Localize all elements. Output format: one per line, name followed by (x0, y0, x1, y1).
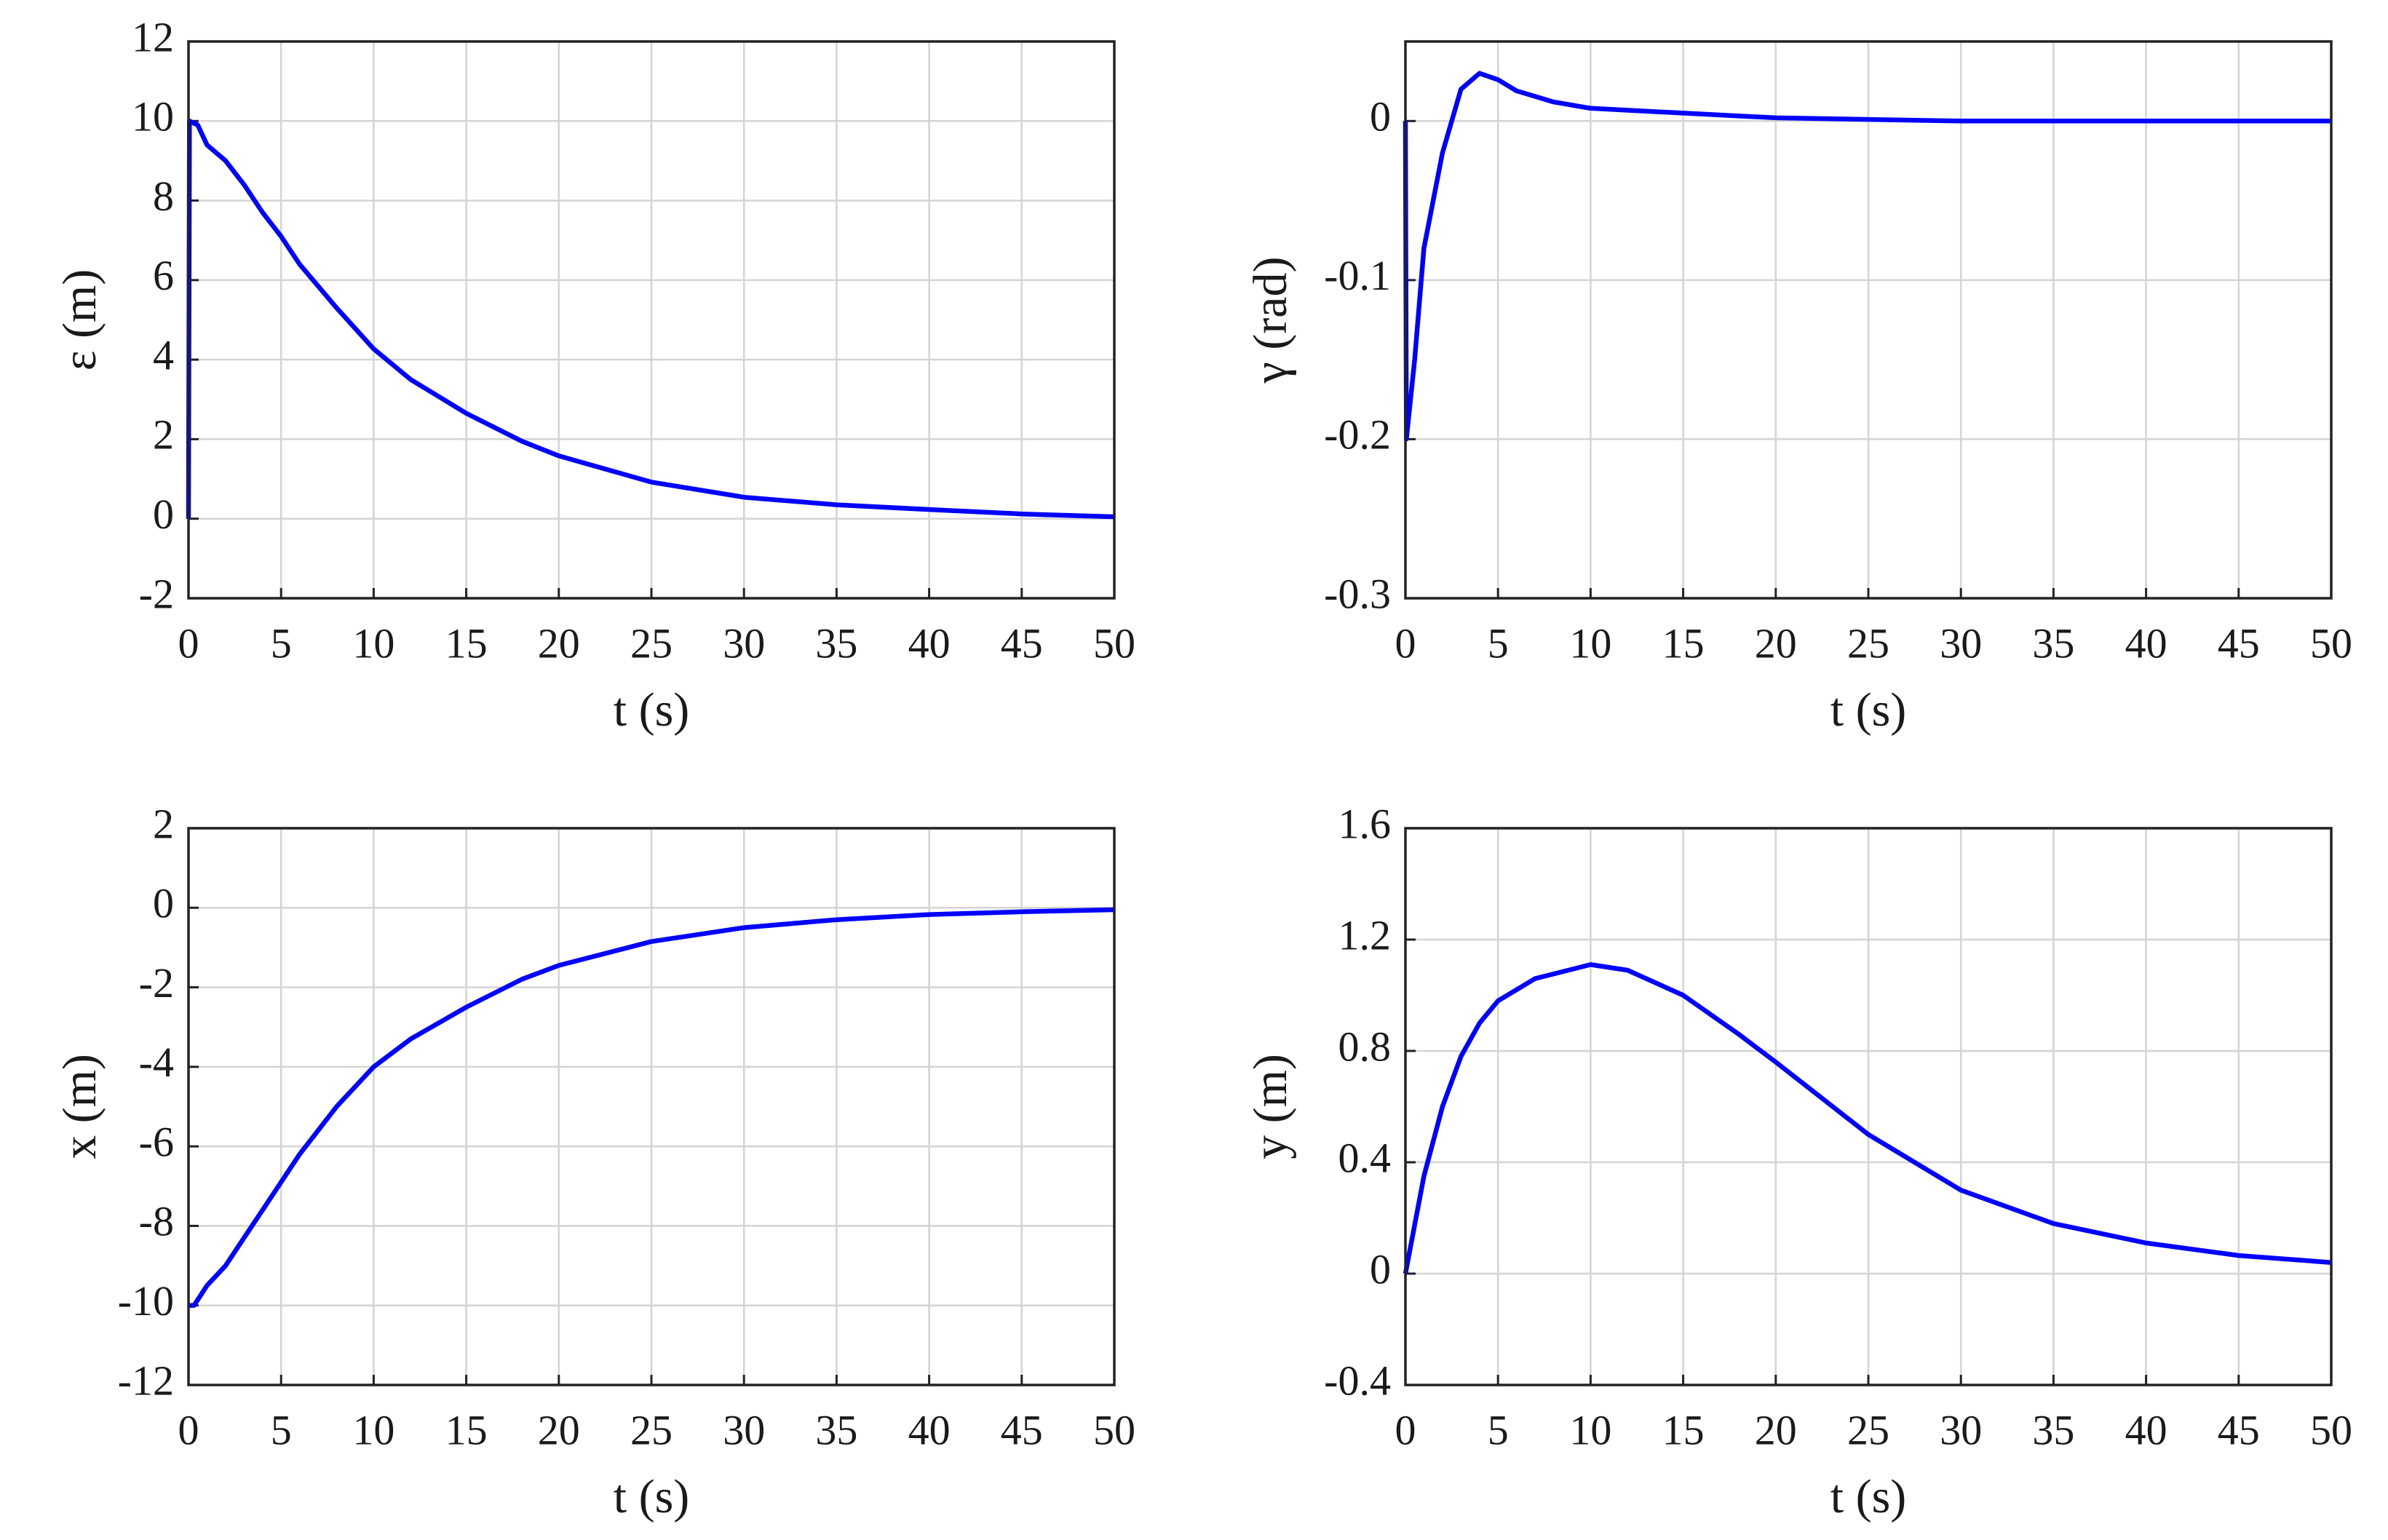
x-tick-label: 5 (271, 1406, 292, 1453)
x-tick-label: 45 (2218, 1406, 2260, 1453)
y-tick-label: 6 (153, 252, 174, 299)
x-tick-label: 45 (1001, 1406, 1043, 1453)
y-tick-label: 0 (1370, 93, 1391, 140)
plot-frame (1404, 827, 2333, 1386)
x-tick-label: 0 (178, 1406, 199, 1453)
y-tick-label: -0.4 (1324, 1357, 1391, 1404)
x-tick-label: 20 (1755, 1406, 1797, 1453)
y-tick-label: -0.2 (1324, 411, 1391, 459)
x-tick-label: 5 (271, 619, 292, 667)
y-tick-label: -2 (139, 570, 174, 617)
x-tick-label: 0 (1395, 619, 1416, 667)
x-tick-label: 10 (352, 1406, 394, 1453)
x-tick-label: 15 (1662, 1406, 1705, 1453)
y-axis-label: x (m) (53, 1054, 106, 1159)
y-tick-label: 0 (1370, 1245, 1391, 1293)
x-tick-label: 35 (815, 1406, 857, 1453)
x-axis-label: t (s) (614, 683, 689, 737)
y-tick-label: -8 (139, 1198, 174, 1245)
x-tick-label: 30 (1940, 1406, 1982, 1453)
x-tick-label: 35 (2032, 1406, 2074, 1453)
y-tick-label: -12 (118, 1357, 174, 1404)
x-tick-label: 40 (908, 1406, 951, 1453)
plot-frame (187, 40, 1116, 600)
x-tick-label: 5 (1488, 1406, 1509, 1453)
x-tick-label: 20 (538, 1406, 580, 1453)
y-tick-label: 2 (153, 411, 174, 459)
data-line (1403, 962, 2332, 1274)
y-axis-label: y (m) (1244, 1054, 1297, 1159)
x-tick-label: 30 (723, 619, 765, 667)
x-tick-label: 10 (352, 619, 394, 667)
x-tick-label: 50 (2310, 619, 2352, 667)
x-tick-label: 40 (908, 619, 951, 667)
y-axis-label: γ (rad) (1244, 257, 1297, 384)
x-tick-label: 0 (1395, 1406, 1416, 1453)
plot-frame (187, 827, 1116, 1386)
x-tick-label: 10 (1569, 1406, 1611, 1453)
y-tick-label: -4 (139, 1039, 174, 1086)
x-tick-label: 30 (1940, 619, 1982, 667)
x-tick-label: 25 (630, 619, 673, 667)
plot-frame (1404, 40, 2333, 600)
y-tick-label: 2 (153, 800, 174, 847)
x-axis-label: t (s) (1830, 683, 1906, 737)
x-tick-label: 15 (1662, 619, 1705, 667)
x-tick-label: 50 (2310, 1406, 2352, 1453)
data-line (189, 907, 1115, 1308)
y-tick-label: 0.4 (1338, 1134, 1392, 1181)
y-tick-label: 0 (153, 880, 174, 927)
x-tick-label: 15 (445, 619, 488, 667)
x-tick-label: 25 (1847, 619, 1889, 667)
y-tick-label: 4 (153, 331, 174, 378)
y-tick-label: 1.6 (1338, 800, 1392, 847)
y-tick-label: 8 (153, 172, 174, 220)
data-line (1403, 71, 2331, 442)
x-tick-label: 35 (2032, 619, 2074, 667)
x-tick-label: 5 (1488, 619, 1509, 667)
y-tick-label: 12 (132, 13, 174, 60)
x-tick-label: 50 (1093, 1406, 1135, 1453)
x-axis-label: t (s) (1830, 1470, 1906, 1523)
y-tick-label: 0 (153, 491, 174, 538)
x-tick-label: 0 (178, 619, 199, 667)
y-tick-label: -2 (139, 959, 174, 1007)
x-tick-label: 45 (2218, 619, 2260, 667)
y-tick-label: 0.8 (1338, 1023, 1392, 1070)
y-axis-label: ε (m) (53, 269, 106, 371)
x-tick-label: 30 (723, 1406, 765, 1453)
x-tick-label: 35 (815, 619, 857, 667)
x-tick-label: 20 (1755, 619, 1797, 667)
y-tick-label: -0.1 (1324, 252, 1391, 299)
x-tick-label: 25 (630, 1406, 673, 1453)
x-tick-label: 10 (1569, 619, 1611, 667)
x-tick-label: 45 (1001, 619, 1043, 667)
y-tick-label: -6 (139, 1118, 174, 1165)
x-tick-label: 40 (2125, 1406, 2167, 1453)
x-tick-label: 20 (538, 619, 580, 667)
x-tick-label: 50 (1093, 619, 1135, 667)
x-tick-label: 25 (1847, 1406, 1889, 1453)
data-line (186, 119, 1115, 520)
x-axis-label: t (s) (614, 1470, 689, 1523)
y-tick-label: -0.3 (1324, 570, 1391, 617)
x-tick-label: 15 (445, 1406, 488, 1453)
y-tick-label: -10 (118, 1277, 174, 1325)
y-tick-label: 10 (132, 93, 174, 140)
x-tick-label: 40 (2125, 619, 2167, 667)
y-tick-label: 1.2 (1338, 911, 1392, 958)
